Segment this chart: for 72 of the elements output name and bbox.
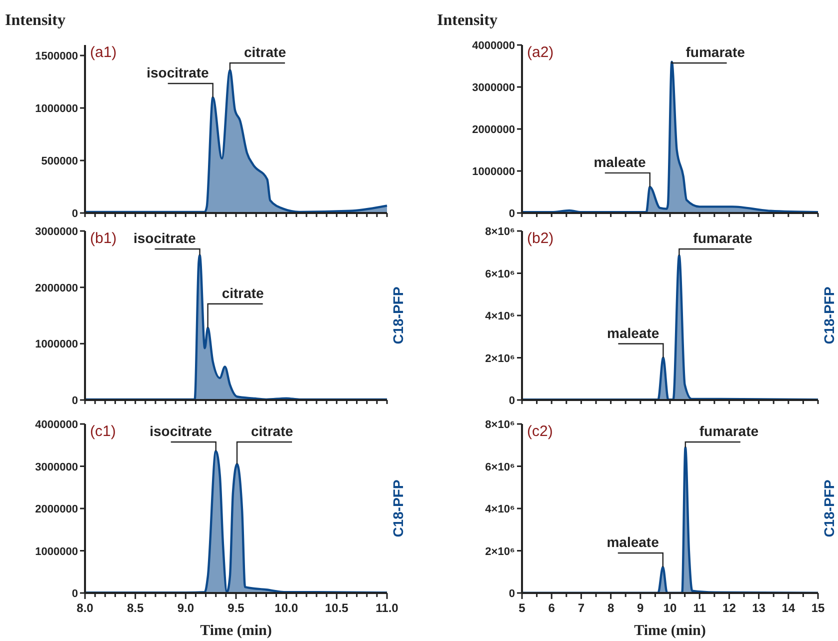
y-tick-label: 0 (508, 208, 515, 220)
x-axis-title: Time (min) (634, 623, 706, 639)
y-tick-label: 0 (72, 208, 78, 220)
annotation: isocitrate (146, 64, 210, 80)
x-tick-label: 9.0 (177, 601, 194, 615)
annotation: isocitrate (134, 230, 196, 246)
annotation: maleate (594, 154, 646, 170)
text: C18-PFP (821, 480, 837, 538)
y-tick-label: 2000000 (35, 282, 78, 294)
annotation: citrate (222, 284, 264, 301)
y-tick-label: 4000000 (35, 419, 78, 431)
annotation: (a2) (527, 44, 554, 61)
y-tick-label: 4×10⁶ (485, 504, 515, 516)
y-tick-label: 3000000 (35, 226, 78, 238)
y-tick-label: 1000000 (35, 546, 78, 558)
x-tick-label: 8.0 (76, 601, 94, 615)
annotation: (c2) (527, 423, 553, 440)
y-tick-label: 0 (72, 588, 78, 600)
y-tick-label: 4000000 (472, 40, 515, 52)
x-tick-label: 9.5 (228, 601, 245, 615)
x-tick-label: 12 (722, 601, 736, 615)
annotation: (a1) (90, 44, 117, 61)
y-tick-label: 4×10⁶ (485, 310, 515, 322)
y-axis-title: Intensity (5, 12, 66, 29)
x-tick-label: 10.5 (324, 601, 349, 615)
y-tick-label: 1000000 (472, 166, 515, 178)
y-tick-label: 8×10⁶ (485, 419, 515, 431)
x-tick-label: 11.0 (376, 601, 399, 615)
y-tick-label: 2×10⁶ (485, 352, 515, 365)
y-tick-label: 6×10⁶ (485, 461, 515, 474)
annotation: (c1) (90, 423, 116, 440)
x-tick-label: 10.0 (274, 601, 298, 615)
y-tick-label: 500000 (41, 156, 78, 168)
annotation: citrate (244, 44, 286, 60)
y-tick-label: 0 (508, 395, 515, 407)
x-tick-label: 7 (578, 601, 585, 615)
x-tick-label: 8 (607, 601, 614, 615)
y-tick-label: 1000000 (35, 338, 78, 351)
x-tick-label: 6 (548, 601, 556, 615)
x-tick-label: 14 (782, 601, 796, 615)
y-axis-title: Intensity (437, 12, 498, 29)
annotation: fumarate (686, 44, 746, 60)
x-tick-label: 10 (663, 601, 677, 615)
text: C18-PFP (821, 286, 837, 344)
annotation: fumarate (693, 230, 753, 246)
y-tick-label: 2000000 (35, 504, 78, 516)
annotation: maleate (607, 324, 660, 341)
y-tick-label: 2000000 (472, 124, 515, 136)
y-tick-label: 0 (508, 588, 515, 600)
y-tick-label: 2×10⁶ (485, 546, 515, 558)
x-tick-label: 9 (637, 601, 644, 615)
annotation: isocitrate (150, 423, 212, 439)
y-tick-label: 1500000 (35, 50, 78, 62)
y-tick-label: 0 (72, 395, 78, 407)
y-tick-label: 1000000 (35, 103, 78, 115)
x-tick-label: 15 (811, 601, 825, 615)
x-tick-label: 8.5 (126, 601, 144, 615)
y-tick-label: 3000000 (35, 461, 78, 474)
annotation: (b2) (527, 230, 554, 247)
x-axis-title: Time (min) (200, 623, 272, 639)
x-tick-label: 11 (693, 601, 706, 615)
annotation: fumarate (699, 423, 759, 439)
annotation: citrate (251, 423, 294, 439)
y-tick-label: 8×10⁶ (485, 226, 515, 238)
y-tick-label: 3000000 (472, 82, 515, 94)
text: C18-PFP (390, 480, 406, 538)
annotation: (b1) (90, 230, 117, 247)
text: C18-PFP (390, 286, 406, 344)
y-tick-label: 6×10⁶ (485, 268, 515, 280)
x-tick-label: 13 (752, 601, 766, 615)
x-tick-label: 5 (518, 601, 526, 615)
annotation: maleate (606, 534, 660, 550)
